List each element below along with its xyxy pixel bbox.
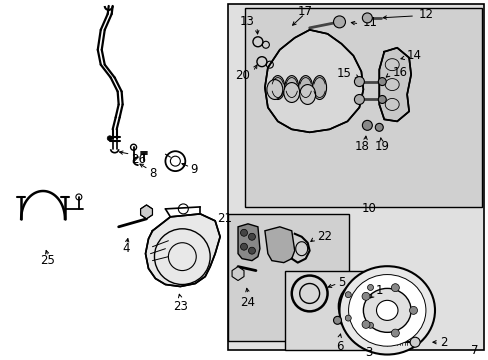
Polygon shape xyxy=(238,224,260,261)
Text: 3: 3 xyxy=(365,346,372,359)
Text: 15: 15 xyxy=(336,67,351,80)
Ellipse shape xyxy=(298,76,312,99)
Text: 9: 9 xyxy=(190,163,198,176)
Circle shape xyxy=(381,303,386,309)
Polygon shape xyxy=(232,267,244,280)
Ellipse shape xyxy=(284,76,298,99)
Circle shape xyxy=(375,123,383,131)
Circle shape xyxy=(345,315,350,321)
Text: 6: 6 xyxy=(335,340,343,353)
Bar xyxy=(284,271,395,350)
Text: 11: 11 xyxy=(362,16,377,30)
Circle shape xyxy=(367,322,373,328)
Ellipse shape xyxy=(312,76,326,99)
Circle shape xyxy=(361,320,369,328)
Circle shape xyxy=(378,78,386,86)
Text: 4: 4 xyxy=(122,242,130,255)
Circle shape xyxy=(390,284,399,292)
Text: 20: 20 xyxy=(235,69,249,82)
Text: 19: 19 xyxy=(374,140,389,153)
Circle shape xyxy=(354,95,364,104)
Polygon shape xyxy=(145,214,220,287)
Ellipse shape xyxy=(363,288,410,332)
Bar xyxy=(244,8,481,207)
Circle shape xyxy=(240,229,247,236)
Text: 25: 25 xyxy=(41,254,55,267)
Ellipse shape xyxy=(270,76,284,99)
Circle shape xyxy=(362,120,371,130)
Bar xyxy=(227,4,483,350)
Text: 12: 12 xyxy=(418,8,433,22)
Circle shape xyxy=(107,136,112,141)
Text: 14: 14 xyxy=(407,49,421,62)
Circle shape xyxy=(408,306,417,314)
Ellipse shape xyxy=(283,82,299,103)
Circle shape xyxy=(333,316,341,324)
Text: 8: 8 xyxy=(148,167,156,180)
Text: 7: 7 xyxy=(470,344,478,357)
Text: 23: 23 xyxy=(173,300,187,313)
Circle shape xyxy=(248,247,255,254)
Circle shape xyxy=(362,13,371,23)
Ellipse shape xyxy=(348,275,425,346)
Circle shape xyxy=(333,16,345,28)
Text: 10: 10 xyxy=(361,202,376,215)
Bar xyxy=(227,214,349,341)
Polygon shape xyxy=(140,205,152,219)
Text: 24: 24 xyxy=(240,296,255,309)
Text: 16: 16 xyxy=(391,66,407,79)
Ellipse shape xyxy=(266,80,282,99)
Text: 22: 22 xyxy=(317,230,332,243)
Text: 2: 2 xyxy=(439,336,447,349)
Circle shape xyxy=(350,292,378,320)
Circle shape xyxy=(240,243,247,250)
Text: 21: 21 xyxy=(217,212,232,225)
Polygon shape xyxy=(264,30,363,132)
Circle shape xyxy=(354,77,364,86)
Circle shape xyxy=(367,284,373,291)
Polygon shape xyxy=(379,48,410,121)
Circle shape xyxy=(378,95,386,103)
Circle shape xyxy=(248,233,255,240)
Text: 1: 1 xyxy=(375,284,382,297)
Circle shape xyxy=(361,292,369,300)
Text: 13: 13 xyxy=(240,15,254,28)
Text: 18: 18 xyxy=(354,140,369,153)
Text: 26: 26 xyxy=(131,153,146,166)
Circle shape xyxy=(338,280,389,332)
Circle shape xyxy=(345,292,350,298)
Ellipse shape xyxy=(299,85,315,104)
Polygon shape xyxy=(264,227,294,263)
Text: 5: 5 xyxy=(337,276,345,289)
Circle shape xyxy=(409,337,419,347)
Ellipse shape xyxy=(376,300,397,320)
Circle shape xyxy=(390,329,399,337)
Ellipse shape xyxy=(339,266,434,355)
Text: 17: 17 xyxy=(297,5,311,18)
